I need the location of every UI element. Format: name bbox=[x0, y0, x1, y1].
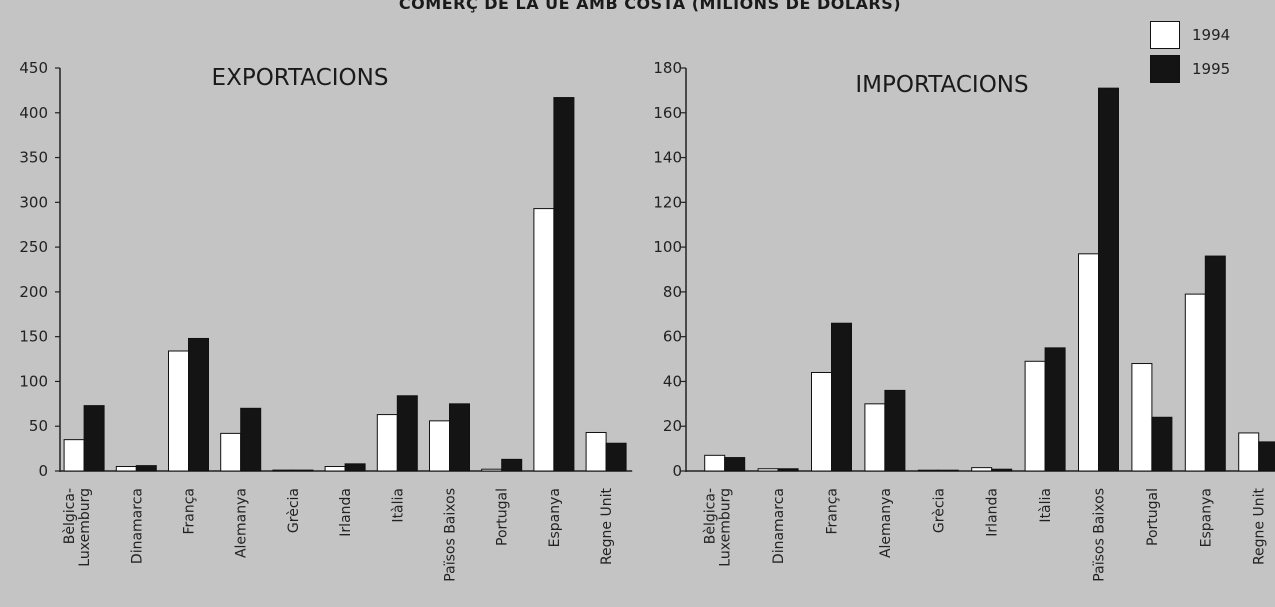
imports-bar-1994 bbox=[1024, 360, 1046, 472]
exports-category-label: França bbox=[182, 488, 198, 535]
exports-y-tick-label: 100 bbox=[19, 372, 48, 390]
exports-category-label: Països Baixos bbox=[443, 488, 459, 582]
imports-category-label: Espanya bbox=[1198, 488, 1214, 547]
exports-y-tick-label: 150 bbox=[19, 328, 48, 346]
exports-bar-1994 bbox=[585, 431, 607, 472]
exports-category-label: Dinamarca bbox=[129, 488, 145, 564]
exports-bar-1994 bbox=[376, 414, 398, 472]
exports-y-tick-label: 250 bbox=[19, 238, 48, 256]
imports-bar-1995 bbox=[777, 468, 799, 472]
imports-chart-title: IMPORTACIONS bbox=[855, 72, 1028, 98]
imports-chart: IMPORTACIONS 0 20 40 60 80 100 120 140 160 180 Bèlg… bbox=[653, 59, 1275, 582]
exports-bar-1994 bbox=[220, 432, 242, 472]
imports-y-tick-label: 140 bbox=[653, 149, 682, 167]
exports-bar-1995 bbox=[292, 469, 314, 472]
exports-bar-1994 bbox=[324, 466, 346, 472]
exports-bar-1995 bbox=[396, 395, 418, 472]
imports-y-tick-label: 160 bbox=[653, 104, 682, 122]
imports-bar-1995 bbox=[884, 389, 906, 472]
imports-bar-1994 bbox=[1238, 432, 1260, 472]
imports-y-tick-label: 80 bbox=[663, 283, 682, 301]
exports-bar-1994 bbox=[63, 439, 85, 472]
exports-bar-1995 bbox=[344, 463, 366, 472]
exports-y-tick-label: 300 bbox=[19, 193, 48, 211]
imports-bar-1994 bbox=[1131, 363, 1153, 472]
exports-y-tick-label: 0 bbox=[38, 462, 48, 480]
exports-bar-1995 bbox=[135, 465, 157, 472]
imports-bar-1994 bbox=[1078, 253, 1099, 472]
exports-category-label: Itàlia bbox=[390, 488, 406, 523]
exports-bar-1994 bbox=[168, 350, 189, 472]
legend-item-1994: 1994 bbox=[1150, 18, 1230, 52]
exports-bar-1994 bbox=[533, 208, 555, 472]
imports-bar-1994 bbox=[971, 467, 993, 472]
imports-bar-1994 bbox=[704, 454, 726, 472]
imports-category-label: Dinamarca bbox=[771, 488, 787, 564]
exports-y-tick-label: 350 bbox=[19, 149, 48, 167]
imports-y-tick-label: 180 bbox=[653, 59, 682, 77]
exports-bar-1994 bbox=[115, 466, 137, 472]
legend-item-1995: 1995 bbox=[1150, 52, 1230, 86]
exports-category-label: Irlanda bbox=[338, 488, 354, 537]
imports-bar-1995 bbox=[724, 457, 746, 472]
imports-bar-1994 bbox=[917, 469, 939, 472]
legend-label-1994: 1994 bbox=[1192, 26, 1231, 44]
legend: 1994 1995 bbox=[1150, 18, 1230, 86]
imports-bar-1995 bbox=[831, 322, 852, 472]
imports-category-label: Alemanya bbox=[878, 488, 894, 558]
exports-category-label: Bèlgica-Luxemburg bbox=[62, 488, 93, 567]
imports-y-tick-label: 20 bbox=[663, 417, 682, 435]
legend-swatch-1995 bbox=[1150, 55, 1180, 83]
imports-y-tick-label: 0 bbox=[672, 462, 682, 480]
legend-swatch-1994 bbox=[1150, 21, 1180, 49]
imports-bar-1995 bbox=[937, 469, 959, 472]
imports-bar-1995 bbox=[1204, 255, 1226, 472]
exports-y-tick-label: 450 bbox=[19, 59, 48, 77]
imports-bar-1994 bbox=[1184, 293, 1206, 472]
imports-category-label: França bbox=[825, 488, 841, 535]
exports-bar-1995 bbox=[553, 97, 575, 472]
imports-bar-1995 bbox=[991, 468, 1013, 472]
exports-bar-1995 bbox=[240, 407, 262, 472]
exports-bar-1995 bbox=[83, 405, 105, 472]
imports-category-label: Portugal bbox=[1145, 488, 1161, 546]
imports-y-tick-label: 100 bbox=[653, 238, 682, 256]
exports-bar-1994 bbox=[272, 469, 294, 472]
imports-category-label: Itàlia bbox=[1038, 488, 1054, 523]
exports-y-tick-label: 50 bbox=[29, 417, 48, 435]
exports-bar-1995 bbox=[501, 458, 523, 472]
imports-category-label: Bèlgica-Luxemburg bbox=[703, 488, 734, 567]
exports-chart: EXPORTACIONS 0 50 100 150 200 250 300 350 400 450 B… bbox=[19, 59, 633, 582]
exports-y-tick-label: 200 bbox=[19, 283, 48, 301]
exports-category-label: Regne Unit bbox=[599, 488, 615, 566]
imports-category-label: Regne Unit bbox=[1252, 488, 1268, 566]
exports-y-tick-label: 400 bbox=[19, 104, 48, 122]
imports-category-label: Irlanda bbox=[985, 488, 1001, 537]
imports-bar-1994 bbox=[811, 371, 832, 472]
legend-label-1995: 1995 bbox=[1192, 60, 1231, 78]
imports-bar-1995 bbox=[1258, 441, 1275, 472]
imports-bar-1995 bbox=[1044, 347, 1066, 472]
exports-bar-1995 bbox=[605, 442, 627, 472]
exports-bar-1994 bbox=[481, 468, 503, 472]
imports-bar-1994 bbox=[757, 468, 779, 472]
imports-bar-1995 bbox=[1151, 416, 1173, 472]
exports-category-label: Espanya bbox=[547, 488, 563, 547]
exports-category-label: Grècia bbox=[286, 488, 302, 533]
page-title: COMERÇ DE LA UE AMB COSTA (MILIONS DE DÒ… bbox=[398, 0, 902, 13]
exports-bar-1995 bbox=[188, 337, 209, 472]
imports-y-tick-label: 40 bbox=[663, 372, 682, 390]
imports-y-tick-label: 60 bbox=[663, 328, 682, 346]
imports-category-label: Països Baixos bbox=[1092, 488, 1108, 582]
imports-bar-1994 bbox=[864, 403, 886, 472]
imports-bar-1995 bbox=[1098, 87, 1119, 472]
exports-bar-1994 bbox=[429, 420, 450, 472]
exports-chart-title: EXPORTACIONS bbox=[212, 65, 389, 91]
imports-category-label: Grècia bbox=[931, 488, 947, 533]
imports-y-tick-label: 120 bbox=[653, 193, 682, 211]
exports-category-label: Portugal bbox=[495, 488, 511, 546]
exports-bar-1995 bbox=[449, 403, 470, 472]
exports-category-label: Alemanya bbox=[234, 488, 250, 558]
